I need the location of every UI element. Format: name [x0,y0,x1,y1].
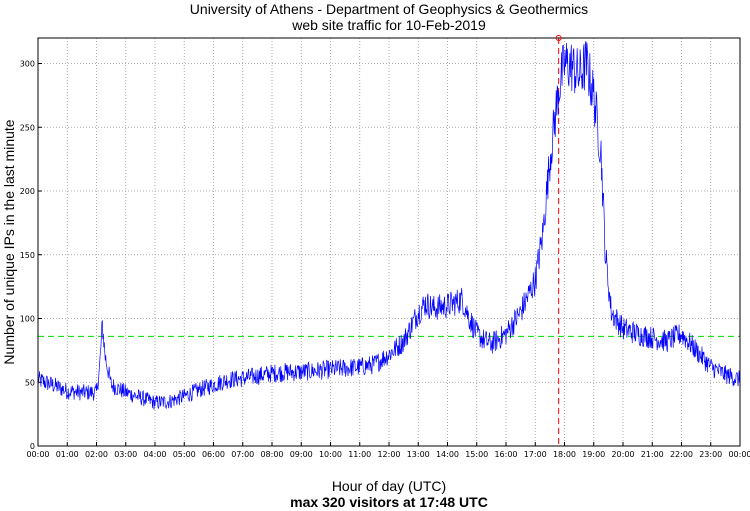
x-tick-label: 00:00 [728,450,750,459]
x-tick-label: 12:00 [377,450,400,459]
max-visitors-note: max 320 visitors at 17:48 UTC [290,494,488,510]
x-tick-label: 17:00 [524,450,547,459]
y-tick-label: 50 [25,378,35,387]
x-tick-label: 23:00 [699,450,722,459]
x-axis-label: Hour of day (UTC) [332,478,446,494]
x-tick-label: 14:00 [436,450,459,459]
y-tick-label: 150 [20,251,35,260]
x-tick-label: 19:00 [582,450,605,459]
y-axis-label: Number of unique IPs in the last minute [1,119,17,364]
x-tick-label: 01:00 [56,450,79,459]
x-tick-label: 15:00 [465,450,488,459]
x-tick-label: 18:00 [553,450,576,459]
peak-marker [555,35,562,41]
x-tick-label: 05:00 [173,450,196,459]
x-tick-label: 21:00 [641,450,664,459]
x-tick-label: 04:00 [143,450,166,459]
x-tick-label: 11:00 [348,450,371,459]
y-tick-labels: 0 50 100 150 200 250 300 [20,60,35,452]
y-tick-label: 200 [20,187,35,196]
x-tick-label: 20:00 [611,450,634,459]
x-tick-label: 09:00 [290,450,313,459]
x-tick-label: 00:00 [26,450,49,459]
x-tick-label: 13:00 [407,450,430,459]
plot-frame [37,37,741,447]
series-lines [37,40,741,410]
grid-lines [37,38,741,447]
traffic-series-line [37,40,741,410]
x-tick-label: 16:00 [494,450,517,459]
y-tick-label: 300 [20,60,35,69]
y-tick-label: 0 [30,442,35,451]
x-tick-label: 07:00 [231,450,254,459]
reference-lines [38,38,740,446]
chart-title-line-1: University of Athens - Department of Geo… [190,1,588,17]
y-tick-label: 100 [20,315,35,324]
x-tick-label: 10:00 [319,450,342,459]
x-tick-label: 22:00 [670,450,693,459]
chart-title-line-2: web site traffic for 10-Feb-2019 [291,17,486,33]
x-tick-label: 02:00 [85,450,108,459]
x-tick-labels: 00:00 01:00 02:00 03:00 04:00 05:00 06:00 07:00… [26,450,750,459]
x-tick-label: 06:00 [202,450,225,459]
x-tick-label: 08:00 [260,450,283,459]
x-tick-label: 03:00 [114,450,137,459]
y-tick-label: 250 [20,123,35,132]
